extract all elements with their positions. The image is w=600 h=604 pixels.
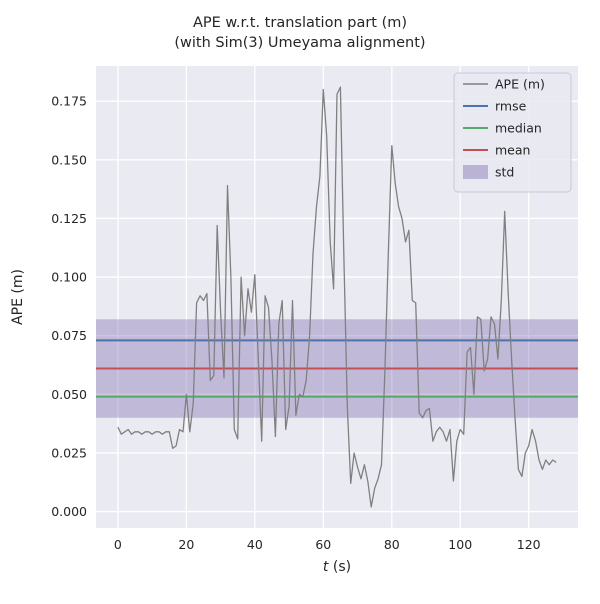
y-axis-label: APE (m) bbox=[10, 269, 26, 325]
x-tick-label: 40 bbox=[247, 537, 263, 552]
x-tick-label: 120 bbox=[517, 537, 541, 552]
legend-label-median: median bbox=[495, 121, 542, 136]
y-tick-label: 0.100 bbox=[51, 270, 87, 285]
x-axis-label-variable: t bbox=[323, 559, 329, 575]
y-tick-label: 0.025 bbox=[51, 445, 87, 460]
x-axis-label-unit: (s) bbox=[328, 559, 351, 575]
y-tick-label: 0.075 bbox=[51, 328, 87, 343]
x-axis-label: t (s) bbox=[323, 559, 351, 575]
y-tick-label: 0.125 bbox=[51, 211, 87, 226]
legend-label-rmse: rmse bbox=[495, 99, 527, 114]
legend-label-mean: mean bbox=[495, 143, 530, 158]
legend-label-std: std bbox=[495, 165, 514, 180]
legend-box bbox=[453, 72, 572, 193]
x-tick-label: 0 bbox=[114, 537, 122, 552]
x-tick-label: 100 bbox=[448, 537, 472, 552]
y-tick-label: 0.150 bbox=[51, 152, 87, 167]
plot-area: 0 20 40 60 80 100 120 0.000 0.025 0.050 0.075 0.100… bbox=[51, 66, 578, 552]
legend-label-APE (m): APE (m) bbox=[495, 77, 545, 92]
ape-line bbox=[117, 86, 557, 508]
x-tick-label: 60 bbox=[315, 537, 331, 552]
y-tick-label: 0.175 bbox=[51, 94, 87, 109]
y-tick-label: 0.050 bbox=[51, 387, 87, 402]
legend-sample-std bbox=[463, 165, 488, 179]
y-tick-label: 0.000 bbox=[51, 504, 87, 519]
x-tick-label: 80 bbox=[384, 537, 400, 552]
plot-title-line2: (with Sim(3) Umeyama alignment) bbox=[174, 35, 425, 51]
x-tick-label: 20 bbox=[178, 537, 194, 552]
plot-title-line1: APE w.r.t. translation part (m) bbox=[193, 15, 407, 31]
